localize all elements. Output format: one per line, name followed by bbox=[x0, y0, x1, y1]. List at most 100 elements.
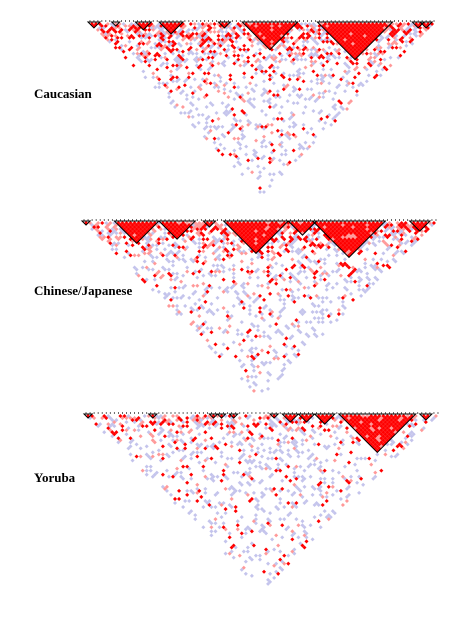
ld-cell bbox=[209, 472, 214, 477]
ld-cell bbox=[237, 416, 242, 421]
ld-cell bbox=[107, 39, 112, 44]
ld-cell bbox=[315, 49, 320, 54]
ld-cell bbox=[274, 533, 279, 538]
snp-tick bbox=[318, 219, 320, 221]
ld-cell bbox=[376, 39, 381, 44]
ld-cell bbox=[110, 430, 115, 435]
ld-cell bbox=[344, 426, 349, 431]
ld-cell bbox=[185, 424, 190, 429]
ld-cell bbox=[339, 37, 344, 42]
ld-cell bbox=[171, 303, 176, 308]
ld-cell bbox=[308, 259, 313, 264]
ld-cell bbox=[374, 22, 379, 26]
ld-cell bbox=[229, 314, 234, 319]
ld-cell bbox=[352, 55, 357, 60]
ld-cell bbox=[361, 243, 366, 248]
ld-cell bbox=[94, 422, 99, 427]
snp-tick bbox=[326, 219, 328, 221]
haplotype-block-outline bbox=[281, 413, 300, 423]
snp-tick bbox=[182, 412, 184, 414]
ld-cell bbox=[290, 505, 295, 510]
ld-cell bbox=[179, 418, 184, 423]
ld-cell bbox=[260, 140, 264, 145]
ld-cell bbox=[278, 448, 283, 453]
ld-cell bbox=[268, 446, 273, 451]
ld-cell bbox=[339, 101, 344, 106]
ld-cell bbox=[258, 186, 262, 191]
ld-cell bbox=[238, 35, 243, 40]
ld-cell bbox=[319, 81, 324, 86]
ld-cell bbox=[154, 283, 159, 288]
snp-tick bbox=[184, 219, 186, 221]
haplotype-block-outline bbox=[316, 21, 394, 61]
snp-tick bbox=[128, 219, 129, 221]
ld-cell bbox=[204, 116, 209, 121]
ld-cell bbox=[215, 295, 220, 300]
ld-cell bbox=[280, 372, 285, 377]
ld-cell bbox=[330, 285, 335, 290]
ld-cell bbox=[354, 45, 359, 50]
ld-cell bbox=[186, 114, 191, 119]
ld-cell bbox=[269, 63, 274, 68]
snp-tick bbox=[352, 412, 354, 414]
ld-cell bbox=[305, 130, 310, 135]
ld-cell bbox=[224, 109, 229, 113]
ld-cell bbox=[241, 472, 246, 477]
ld-cell bbox=[390, 25, 395, 30]
ld-cell bbox=[307, 22, 312, 26]
ld-cell bbox=[380, 51, 385, 56]
ld-cell bbox=[156, 237, 161, 242]
snp-tick bbox=[162, 412, 164, 414]
ld-cell bbox=[173, 245, 178, 250]
ld-cell bbox=[114, 430, 119, 435]
ld-cell bbox=[267, 156, 272, 161]
ld-cell bbox=[366, 29, 371, 34]
ld-cell bbox=[313, 59, 318, 64]
ld-cell bbox=[255, 227, 260, 232]
ld-cell bbox=[354, 29, 359, 34]
ld-cell bbox=[211, 235, 216, 240]
ld-cell bbox=[175, 438, 180, 443]
ld-cell bbox=[123, 55, 128, 60]
ld-cell bbox=[188, 109, 193, 113]
ld-cell bbox=[346, 237, 352, 242]
ld-cell bbox=[433, 414, 438, 419]
ld-cell bbox=[225, 229, 230, 234]
ld-cell bbox=[188, 49, 193, 54]
ld-cell bbox=[238, 118, 243, 123]
ld-cell bbox=[138, 446, 143, 451]
ld-cell bbox=[350, 41, 355, 46]
ld-cell bbox=[205, 310, 210, 315]
ld-cell bbox=[173, 25, 177, 30]
ld-cell bbox=[284, 243, 289, 248]
ld-cell bbox=[391, 420, 396, 425]
ld-cell bbox=[257, 221, 263, 226]
ld-cell bbox=[160, 253, 165, 258]
ld-cell bbox=[276, 328, 281, 333]
snp-tick bbox=[384, 412, 386, 414]
ld-cell bbox=[181, 456, 186, 461]
ld-cell bbox=[325, 35, 330, 40]
snp-tick bbox=[105, 412, 107, 414]
ld-cell bbox=[247, 239, 252, 244]
ld-cell bbox=[149, 25, 154, 30]
ld-cell bbox=[266, 334, 271, 339]
snp-tick bbox=[164, 219, 166, 221]
snp-tick bbox=[387, 219, 388, 221]
ld-cell bbox=[367, 456, 372, 461]
ld-cell bbox=[323, 49, 328, 54]
ld-cell bbox=[171, 51, 175, 56]
ld-cell bbox=[146, 235, 151, 240]
ld-cell bbox=[179, 474, 184, 479]
snp-tick bbox=[393, 412, 394, 414]
ld-cell bbox=[231, 263, 236, 268]
ld-cell bbox=[225, 456, 230, 461]
ld-cell bbox=[285, 23, 290, 28]
ld-cell bbox=[130, 243, 135, 248]
ld-cell bbox=[193, 517, 198, 522]
ld-cell bbox=[248, 101, 253, 106]
ld-cell bbox=[213, 273, 218, 278]
ld-cell bbox=[100, 416, 105, 421]
ld-cell bbox=[225, 330, 230, 335]
